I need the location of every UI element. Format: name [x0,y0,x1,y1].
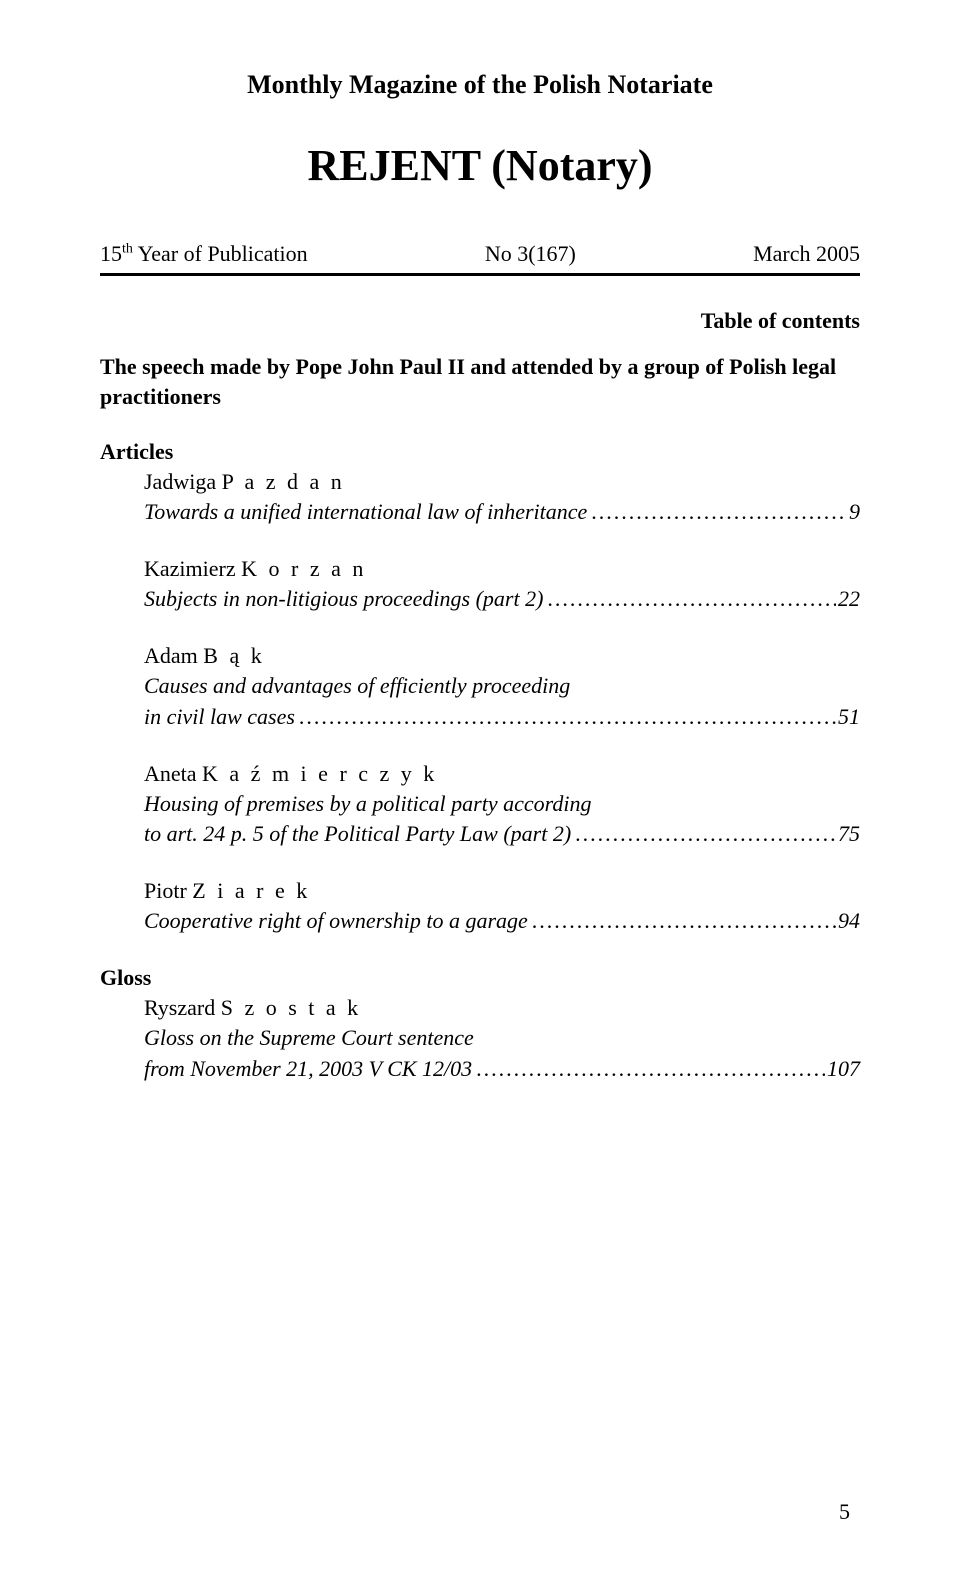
article-row: in civil law cases 51 [144,702,860,733]
toc-entry: Piotr Z i a r e k Cooperative right of o… [100,878,860,937]
page-number: 22 [836,584,860,615]
page-number: 51 [836,702,860,733]
issue-date: March 2005 [753,241,860,267]
footer-page-number: 5 [839,1499,850,1525]
page-number: 107 [825,1054,860,1085]
author-name: Jadwiga P a z d a n [144,469,860,495]
article-title: Towards a unified international law of i… [144,497,587,528]
magazine-title: REJENT (Notary) [100,140,860,191]
dot-leader [472,1054,825,1085]
dot-leader [528,906,836,937]
header-divider [100,273,860,276]
article-row: from November 21, 2003 V CK 12/03 107 [144,1054,860,1085]
publication-year: 15th Year of Publication [100,241,308,267]
author-first: Jadwiga [144,469,216,494]
page-number: 75 [836,819,860,850]
author-first: Piotr [144,878,187,903]
year-text: Year of Publication [133,241,308,266]
author-last: K o r z a n [241,556,366,581]
dot-leader [571,819,836,850]
article-row: Subjects in non-litigious proceedings (p… [144,584,860,615]
article-title: in civil law cases [144,702,295,733]
author-name: Ryszard S z o s t a k [144,995,860,1021]
gloss-section: Gloss Ryszard S z o s t a k Gloss on the… [100,965,860,1085]
article-title-line: Housing of premises by a political party… [144,789,860,820]
author-first: Aneta [144,761,197,786]
author-last: Z i a r e k [192,878,310,903]
article-row: Cooperative right of ownership to a gara… [144,906,860,937]
author-first: Ryszard [144,995,215,1020]
article-title: to art. 24 p. 5 of the Political Party L… [144,819,571,850]
page-number: 94 [836,906,860,937]
author-last: P a z d a n [222,469,345,494]
article-title: from November 21, 2003 V CK 12/03 [144,1054,472,1085]
year-suffix: th [122,242,133,257]
toc-entry: Kazimierz K o r z a n Subjects in non-li… [100,556,860,615]
article-row: to art. 24 p. 5 of the Political Party L… [144,819,860,850]
author-name: Aneta K a ź m i e r c z y k [144,761,860,787]
issue-number: No 3(167) [485,241,576,267]
author-first: Adam [144,643,198,668]
toc-entry: Adam B ą k Causes and advantages of effi… [100,643,860,733]
dot-leader [587,497,847,528]
toc-entry: Aneta K a ź m i e r c z y k Housing of p… [100,761,860,851]
publication-line: 15th Year of Publication No 3(167) March… [100,241,860,267]
article-title: Cooperative right of ownership to a gara… [144,906,528,937]
toc-entry: Ryszard S z o s t a k Gloss on the Supre… [100,995,860,1085]
article-title-line: Causes and advantages of efficiently pro… [144,671,860,702]
article-title-line: Gloss on the Supreme Court sentence [144,1023,860,1054]
dot-leader [543,584,836,615]
author-name: Piotr Z i a r e k [144,878,860,904]
article-row: Towards a unified international law of i… [144,497,860,528]
author-first: Kazimierz [144,556,236,581]
article-title: Subjects in non-litigious proceedings (p… [144,584,543,615]
page-number: 9 [847,497,860,528]
author-name: Kazimierz K o r z a n [144,556,860,582]
year-ordinal: 15 [100,241,122,266]
articles-heading: Articles [100,439,860,465]
magazine-subtitle: Monthly Magazine of the Polish Notariate [100,70,860,100]
author-last: K a ź m i e r c z y k [202,761,437,786]
author-name: Adam B ą k [144,643,860,669]
author-last: B ą k [203,643,264,668]
author-last: S z o s t a k [221,995,361,1020]
toc-entry: Jadwiga P a z d a n Towards a unified in… [100,469,860,528]
dot-leader [295,702,836,733]
toc-heading: Table of contents [100,308,860,334]
gloss-heading: Gloss [100,965,860,991]
intro-text: The speech made by Pope John Paul II and… [100,352,860,411]
